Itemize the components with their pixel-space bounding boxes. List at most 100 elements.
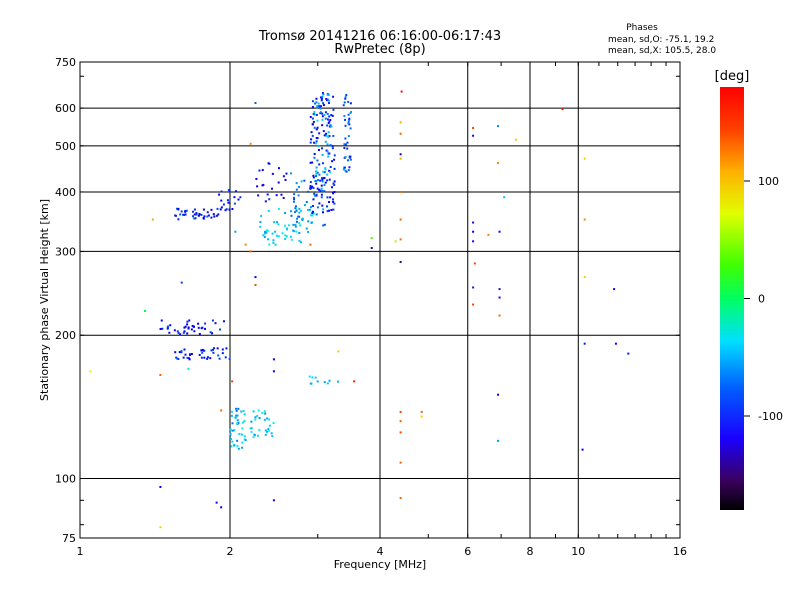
trace-point bbox=[311, 134, 314, 137]
trace-point bbox=[268, 198, 271, 201]
data-point bbox=[583, 342, 586, 345]
trace-point bbox=[290, 214, 293, 217]
trace-point bbox=[292, 223, 295, 226]
data-point bbox=[159, 374, 162, 377]
trace-point bbox=[318, 149, 321, 152]
trace-point bbox=[347, 122, 350, 125]
trace-point bbox=[321, 162, 324, 165]
y-tick-label: 75 bbox=[62, 532, 76, 545]
trace-point bbox=[240, 433, 243, 436]
trace-point bbox=[328, 99, 331, 102]
trace-point bbox=[342, 168, 345, 171]
data-point bbox=[309, 243, 312, 246]
trace-point bbox=[316, 179, 319, 182]
trace-point bbox=[298, 215, 301, 218]
trace-point bbox=[328, 125, 331, 128]
data-point bbox=[151, 218, 154, 221]
trace-point bbox=[323, 114, 326, 117]
data-points bbox=[89, 90, 630, 529]
trace-point bbox=[290, 172, 293, 175]
x-tick-label: 4 bbox=[377, 545, 384, 558]
trace-point bbox=[234, 190, 237, 193]
trace-point bbox=[321, 204, 324, 207]
trace-point bbox=[312, 176, 315, 179]
trace-point bbox=[327, 121, 330, 124]
trace-point bbox=[236, 414, 239, 417]
trace-point bbox=[296, 215, 299, 218]
trace-point bbox=[326, 150, 329, 153]
trace-point bbox=[329, 196, 332, 199]
trace-point bbox=[333, 154, 336, 157]
trace-point bbox=[311, 161, 314, 164]
trace-point bbox=[295, 217, 298, 220]
trace-point bbox=[310, 221, 313, 224]
trace-point bbox=[344, 137, 347, 140]
trace-point bbox=[316, 380, 319, 383]
trace-point bbox=[195, 212, 198, 215]
trace-point bbox=[315, 172, 318, 175]
trace-point bbox=[266, 193, 269, 196]
trace-point bbox=[318, 105, 321, 108]
trace-point bbox=[237, 447, 240, 450]
trace-point bbox=[236, 439, 239, 442]
trace-point bbox=[173, 329, 176, 332]
trace-point bbox=[228, 190, 231, 193]
trace-point bbox=[327, 131, 330, 134]
trace-point bbox=[267, 429, 270, 432]
trace-point bbox=[293, 193, 296, 196]
trace-point bbox=[261, 184, 264, 187]
trace-point bbox=[290, 238, 293, 241]
trace-point bbox=[266, 417, 269, 420]
data-point bbox=[272, 370, 275, 373]
trace-point bbox=[221, 348, 224, 351]
trace-point bbox=[321, 118, 324, 121]
trace-point bbox=[330, 208, 333, 211]
data-point bbox=[472, 127, 475, 130]
trace-point bbox=[328, 120, 331, 123]
trace-point bbox=[264, 433, 267, 436]
trace-point bbox=[191, 215, 194, 218]
trace-point bbox=[326, 124, 329, 127]
trace-point bbox=[225, 347, 228, 350]
trace-point bbox=[274, 243, 277, 246]
trace-point bbox=[308, 375, 311, 378]
trace-point bbox=[294, 205, 297, 208]
x-tick-label: 16 bbox=[673, 545, 687, 558]
trace-point bbox=[252, 410, 255, 413]
colorbar-tick-label: -100 bbox=[758, 410, 783, 423]
trace-point bbox=[331, 147, 334, 150]
x-tick-label: 1 bbox=[77, 545, 84, 558]
trace-point bbox=[331, 160, 334, 163]
data-point bbox=[399, 218, 402, 221]
trace-point bbox=[311, 212, 314, 215]
data-point bbox=[472, 221, 475, 224]
trace-point bbox=[311, 376, 314, 379]
data-point bbox=[89, 370, 92, 373]
trace-point bbox=[211, 348, 214, 351]
trace-point bbox=[212, 213, 215, 216]
trace-point bbox=[200, 327, 203, 330]
trace-point bbox=[307, 208, 310, 211]
trace-point bbox=[312, 174, 315, 177]
data-point bbox=[561, 108, 564, 111]
trace-point bbox=[315, 101, 318, 104]
data-point bbox=[244, 243, 247, 246]
trace-point bbox=[220, 206, 223, 209]
trace-point bbox=[250, 427, 253, 430]
trace-point bbox=[254, 416, 257, 419]
data-point bbox=[473, 262, 476, 265]
trace-point bbox=[344, 143, 347, 146]
trace-point bbox=[259, 220, 262, 223]
trace-point bbox=[241, 427, 244, 430]
trace-point bbox=[265, 430, 268, 433]
trace-point bbox=[201, 348, 204, 351]
trace-point bbox=[326, 196, 329, 199]
trace-point bbox=[236, 445, 239, 448]
trace-point bbox=[206, 215, 209, 218]
trace-point bbox=[193, 330, 196, 333]
trace-point bbox=[315, 182, 318, 185]
trace-point bbox=[263, 418, 266, 421]
trace-point bbox=[309, 187, 312, 190]
trace-point bbox=[273, 221, 276, 224]
